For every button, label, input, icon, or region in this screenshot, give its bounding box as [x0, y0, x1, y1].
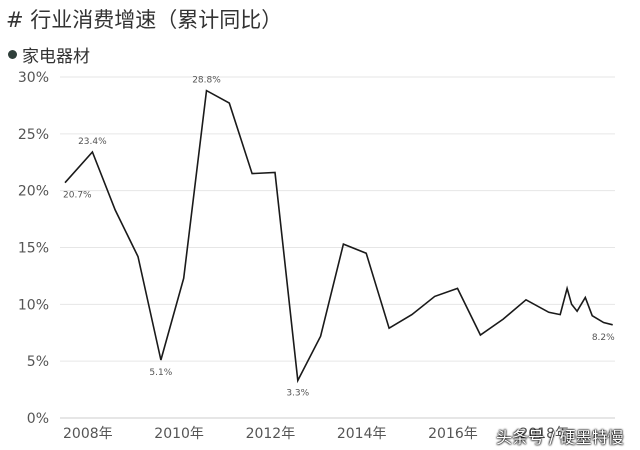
data-label: 3.3% [286, 388, 309, 398]
data-label: 28.8% [192, 76, 221, 86]
chart-title: # 行业消费增速（累计同比） [6, 8, 283, 32]
y-tick-label: 30% [18, 70, 49, 86]
x-tick-label: 2014年 [337, 426, 387, 442]
data-label: 23.4% [78, 137, 107, 147]
y-tick-label: 25% [18, 127, 49, 143]
data-label: 5.1% [149, 368, 172, 378]
y-tick-label: 15% [18, 241, 49, 257]
grid-lines [60, 76, 615, 362]
data-labels: 20.7% 23.4% 5.1% 28.8% 3.3% 8.2% [63, 76, 615, 399]
y-tick-label: 10% [18, 297, 49, 313]
y-tick-label: 0% [27, 411, 49, 427]
axes: 0% 5% 10% 15% 20% 25% 30% 2008年 2010年 2012年 2014年 2… [18, 70, 615, 442]
legend-label: 家电器材 [22, 47, 90, 67]
series-line[interactable] [64, 89, 613, 384]
y-tick-label: 5% [27, 354, 49, 370]
series-line-group [64, 89, 613, 384]
data-label: 8.2% [592, 333, 615, 343]
watermark-text: 头条号 / 硬墨特慢 [496, 428, 624, 447]
y-tick-label: 20% [18, 184, 49, 200]
x-tick-label: 2010年 [154, 426, 204, 442]
legend[interactable]: 家电器材 [8, 42, 90, 67]
data-label: 20.7% [63, 191, 92, 201]
x-tick-label: 2018年 [519, 426, 569, 442]
x-tick-label: 2012年 [246, 426, 296, 442]
legend-dot-icon [8, 50, 17, 59]
x-tick-label: 2008年 [63, 426, 113, 442]
x-tick-label: 2016年 [428, 426, 478, 442]
